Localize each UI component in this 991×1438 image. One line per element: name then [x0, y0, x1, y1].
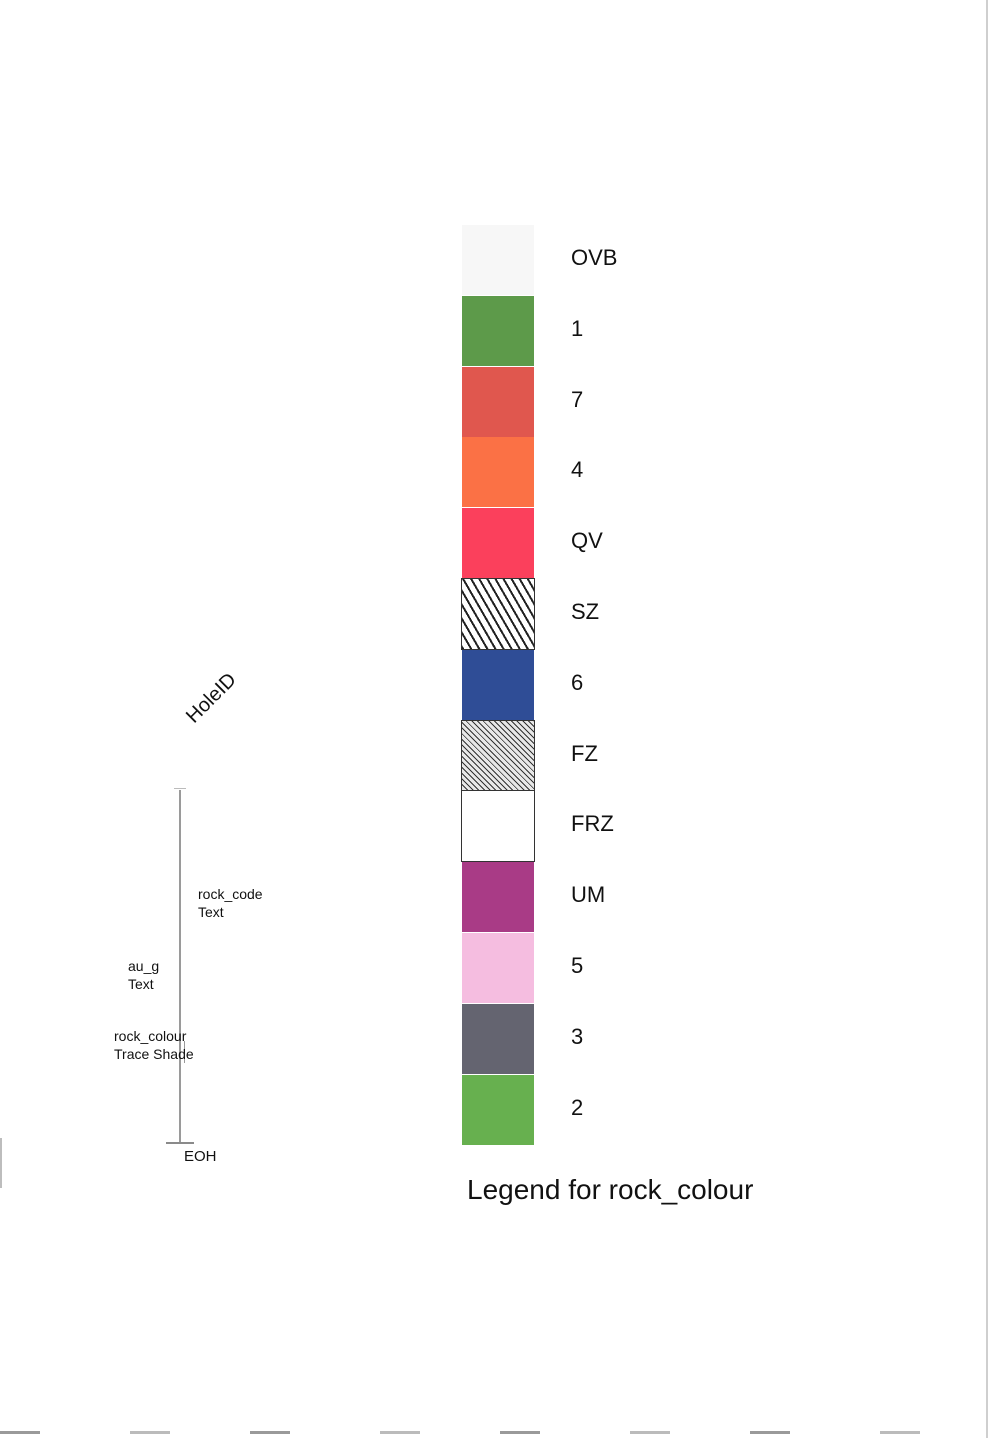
- legend-title: Legend for rock_colour: [467, 1174, 754, 1205]
- legend-label: 2: [571, 1095, 584, 1120]
- au-field: au_g: [128, 958, 160, 974]
- rock-colour-field: rock_colour: [114, 1028, 187, 1044]
- legend-swatch: [462, 225, 534, 295]
- legend-label: 7: [571, 387, 584, 412]
- legend-label: QV: [571, 528, 603, 553]
- legend-label: SZ: [571, 599, 600, 624]
- legend-swatch: [462, 650, 534, 720]
- legend-label: 1: [571, 316, 584, 341]
- legend-swatch: [461, 790, 535, 862]
- legend-swatch: [462, 296, 534, 366]
- legend-swatch: [462, 862, 534, 932]
- rock-colour-annotation: rock_colour Trace Shade: [114, 1027, 194, 1063]
- legend-label: UM: [571, 882, 606, 907]
- au-annotation: au_g Text: [128, 957, 159, 993]
- legend-swatch: [462, 508, 534, 578]
- page-edge-left: [0, 1138, 2, 1188]
- legend-label: FRZ: [571, 811, 614, 836]
- rock-colour-type: Trace Shade: [114, 1046, 194, 1062]
- rock-code-type: Text: [198, 904, 224, 920]
- hole-id-label: HoleID: [182, 668, 241, 728]
- legend-swatch: [462, 437, 534, 507]
- legend-label: 6: [571, 670, 584, 695]
- eoh-label: EOH: [184, 1148, 217, 1165]
- legend-swatch: [462, 1004, 534, 1074]
- legend-label: 3: [571, 1024, 584, 1049]
- legend-label: FZ: [571, 741, 598, 766]
- hole-end-marker: [166, 1142, 194, 1144]
- page-edge-right: [986, 0, 988, 1438]
- rock-code-field: rock_code: [198, 886, 263, 902]
- legend-label: 5: [571, 953, 584, 978]
- legend-swatch: [462, 367, 534, 437]
- rock-code-annotation: rock_code Text: [198, 885, 263, 921]
- legend-label: OVB: [571, 245, 618, 270]
- page-edge-bottom: [0, 1431, 986, 1434]
- trace-top-tick: [174, 788, 186, 789]
- au-type: Text: [128, 976, 154, 992]
- legend-swatch: [462, 933, 534, 1003]
- legend-swatch: [461, 720, 535, 792]
- shade-tick: [184, 1041, 185, 1063]
- legend-swatch: [462, 1075, 534, 1145]
- legend-swatch: [461, 578, 535, 650]
- hole-trace-line: [179, 790, 181, 1143]
- legend-label: 4: [571, 457, 584, 482]
